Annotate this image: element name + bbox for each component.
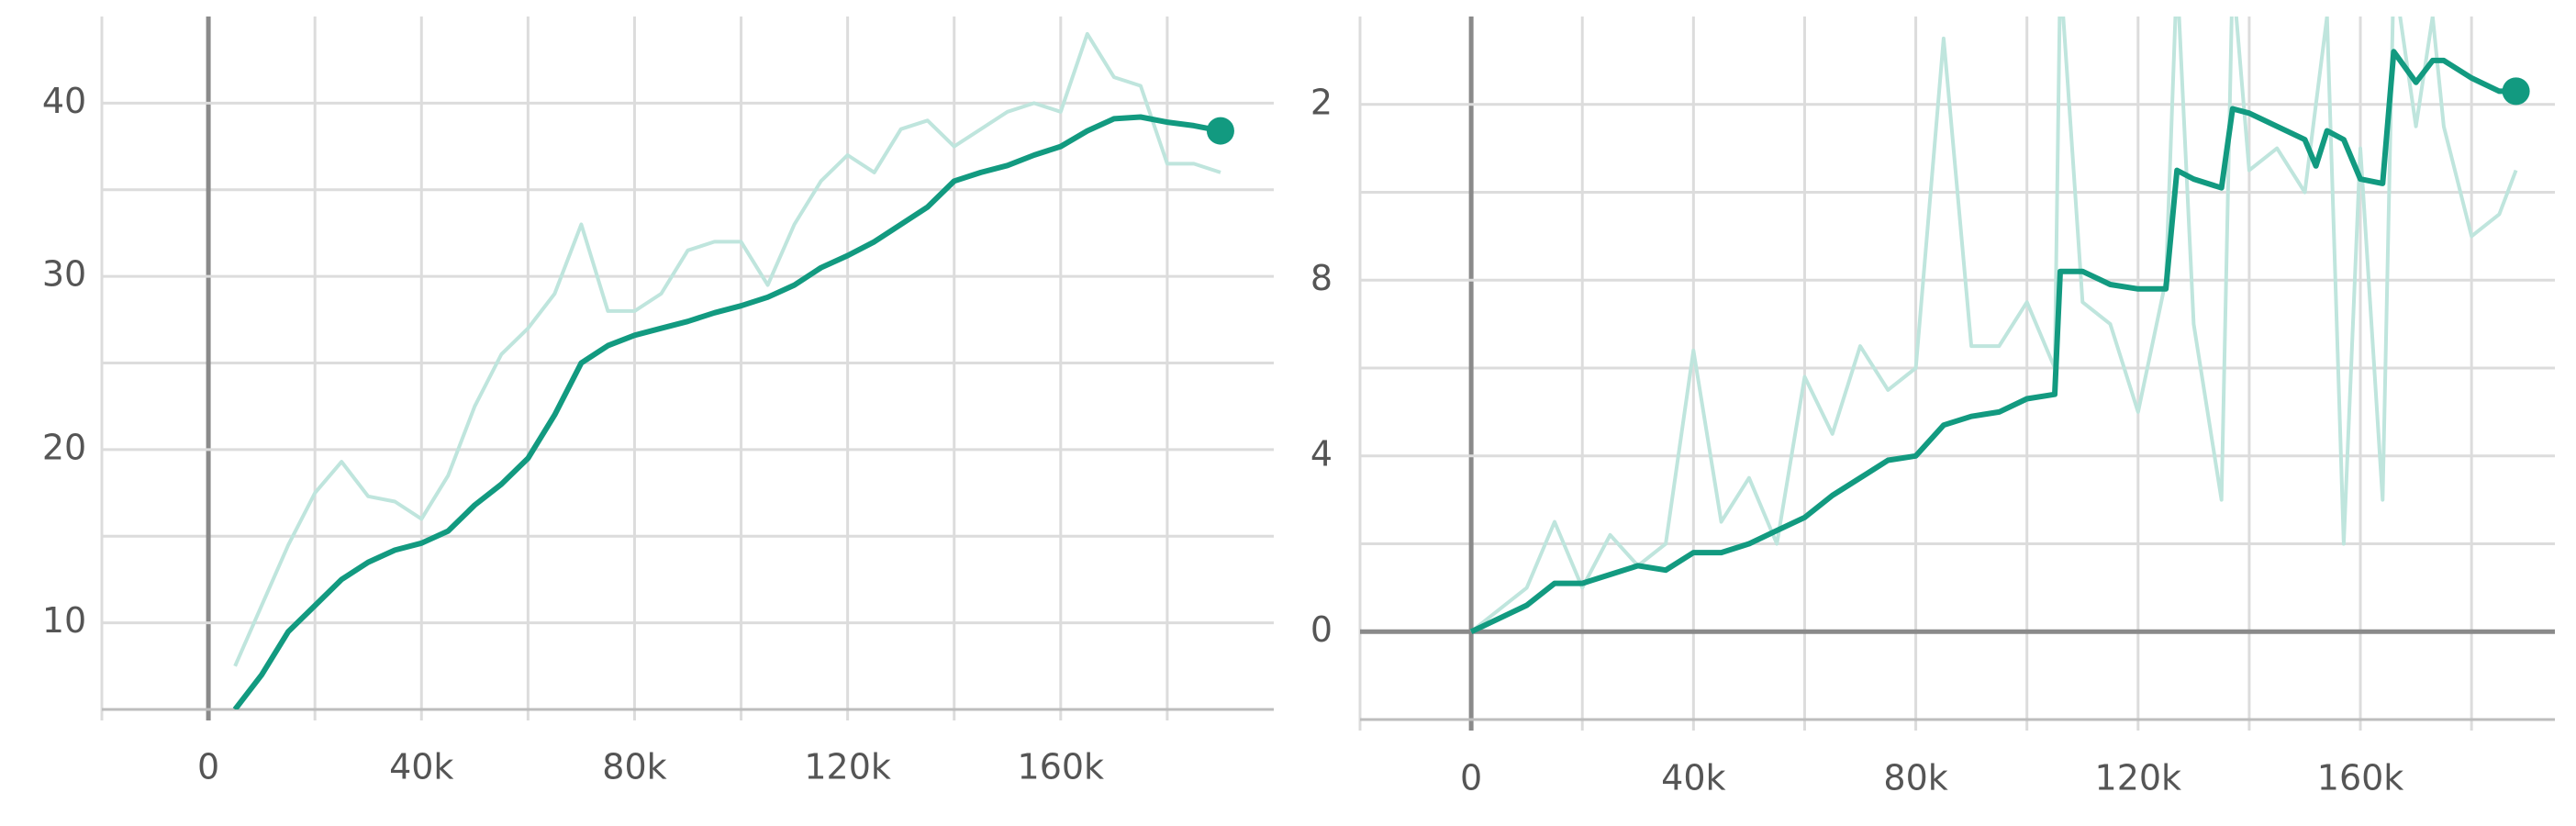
chart-panel: 0 40k 80k 120k 160k 0 4 8 2 — [1310, 17, 2555, 798]
x-tick-label: 0 — [197, 747, 219, 787]
x-tick-label: 160k — [2317, 758, 2404, 798]
y-tick-label: 30 — [42, 254, 86, 295]
x-tick-label: 40k — [1661, 758, 1725, 798]
series-line — [232, 114, 1221, 709]
series-line — [1469, 49, 2516, 635]
chart-panel: 0 40k 80k 120k 160k 10 20 30 40 — [42, 17, 1274, 787]
x-tick-label: 80k — [1883, 758, 1947, 798]
y-tick-label: 40 — [42, 81, 86, 121]
x-tick-label: 80k — [602, 747, 666, 787]
last-point — [2502, 77, 2530, 106]
y-tick-label: 10 — [42, 600, 86, 641]
x-tick-label: 120k — [804, 747, 891, 787]
series-line — [233, 31, 1221, 667]
y-tick-label: 20 — [42, 427, 86, 467]
x-tick-label: 40k — [389, 747, 453, 787]
x-tick-label: 120k — [2095, 758, 2182, 798]
y-tick-label: 8 — [1310, 258, 1333, 298]
series-line — [1469, 17, 2518, 633]
y-tick-label: 4 — [1310, 433, 1333, 474]
y-tick-label: 0 — [1310, 609, 1333, 650]
x-tick-label: 160k — [1018, 747, 1105, 787]
last-point — [1206, 117, 1234, 145]
y-tick-label: 2 — [1310, 82, 1333, 122]
x-tick-label: 0 — [1460, 758, 1482, 798]
